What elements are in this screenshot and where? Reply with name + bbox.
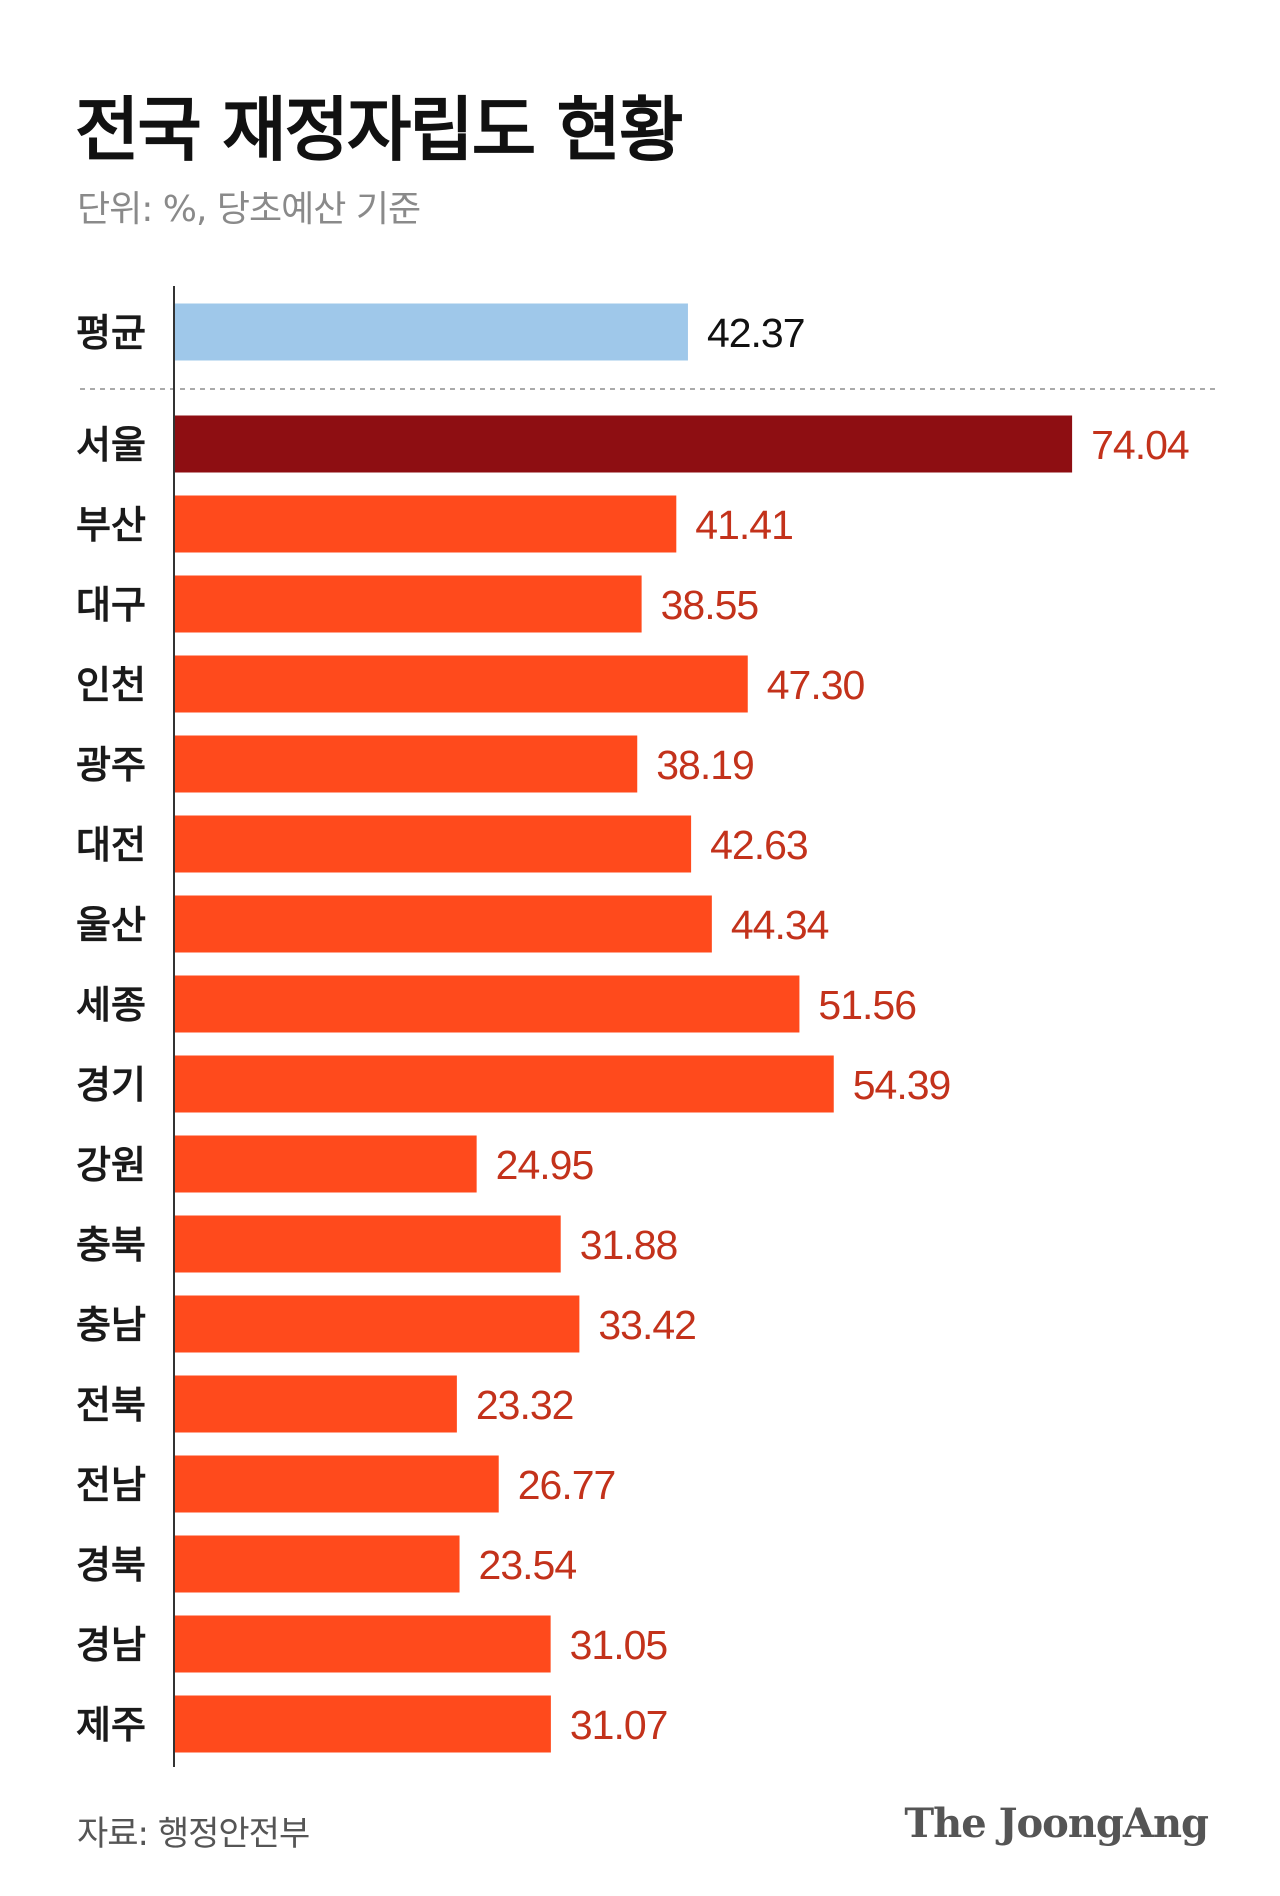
region-bar bbox=[174, 1055, 834, 1113]
highlight-category-label: 서울 bbox=[76, 423, 146, 467]
region-value-label: 23.32 bbox=[476, 1382, 574, 1428]
region-bar bbox=[174, 1615, 551, 1673]
region-category-label: 광주 bbox=[76, 743, 146, 787]
region-value-label: 38.19 bbox=[656, 742, 754, 788]
region-bar bbox=[174, 735, 638, 793]
region-category-label: 강원 bbox=[76, 1143, 146, 1187]
bar-chart: 평균 42.37 서울 74.04 부산 41.41 대구 38.55 인천 47.30 광주 38.… bbox=[76, 286, 1215, 1767]
region-value-label: 23.54 bbox=[479, 1542, 577, 1588]
publisher-logo: The JoongAng bbox=[904, 1800, 1209, 1847]
region-bar bbox=[174, 655, 748, 713]
region-value-label: 31.05 bbox=[570, 1622, 668, 1668]
region-bar bbox=[174, 895, 712, 953]
region-category-label: 대구 bbox=[76, 583, 146, 627]
region-category-label: 경남 bbox=[76, 1623, 146, 1667]
region-value-label: 24.95 bbox=[496, 1142, 594, 1188]
region-value-label: 54.39 bbox=[853, 1062, 951, 1108]
region-value-label: 31.07 bbox=[570, 1702, 668, 1748]
region-category-label: 전남 bbox=[76, 1463, 146, 1507]
region-bar bbox=[174, 1455, 499, 1513]
region-bar bbox=[174, 815, 692, 873]
region-category-label: 울산 bbox=[76, 903, 146, 947]
region-bar bbox=[174, 1295, 580, 1353]
region-value-label: 44.34 bbox=[731, 902, 829, 948]
average-value-label: 42.37 bbox=[707, 310, 805, 356]
chart-subtitle: 단위: %, 당초예산 기준 bbox=[77, 189, 421, 230]
region-category-label: 대전 bbox=[76, 823, 146, 867]
region-value-label: 51.56 bbox=[818, 982, 916, 1028]
region-bar bbox=[174, 1535, 460, 1593]
region-bar bbox=[174, 575, 642, 633]
region-value-label: 41.41 bbox=[695, 502, 793, 548]
region-bar bbox=[174, 495, 677, 553]
region-value-label: 38.55 bbox=[661, 582, 759, 628]
region-bar bbox=[174, 1695, 551, 1753]
region-value-label: 33.42 bbox=[598, 1302, 696, 1348]
region-value-label: 31.88 bbox=[580, 1222, 678, 1268]
average-category-label: 평균 bbox=[76, 311, 146, 355]
source-note: 자료: 행정안전부 bbox=[77, 1814, 310, 1854]
highlight-value-label: 74.04 bbox=[1091, 422, 1189, 468]
average-bar bbox=[174, 303, 688, 361]
region-bar bbox=[174, 1375, 457, 1433]
region-bar bbox=[174, 1135, 477, 1193]
region-category-label: 인천 bbox=[76, 663, 146, 707]
region-category-label: 경북 bbox=[76, 1543, 146, 1587]
region-category-label: 전북 bbox=[76, 1383, 146, 1427]
region-category-label: 세종 bbox=[76, 983, 146, 1027]
highlight-bar bbox=[174, 415, 1073, 473]
region-category-label: 부산 bbox=[76, 503, 146, 547]
region-value-label: 42.63 bbox=[710, 822, 808, 868]
region-category-label: 제주 bbox=[76, 1703, 146, 1747]
region-category-label: 충남 bbox=[76, 1303, 146, 1347]
region-bar bbox=[174, 1215, 561, 1273]
region-value-label: 47.30 bbox=[767, 662, 865, 708]
chart-title: 전국 재정자립도 현황 bbox=[75, 89, 683, 171]
region-category-label: 경기 bbox=[76, 1063, 146, 1107]
region-value-label: 26.77 bbox=[518, 1462, 616, 1508]
region-category-label: 충북 bbox=[76, 1223, 146, 1267]
region-bar bbox=[174, 975, 800, 1033]
